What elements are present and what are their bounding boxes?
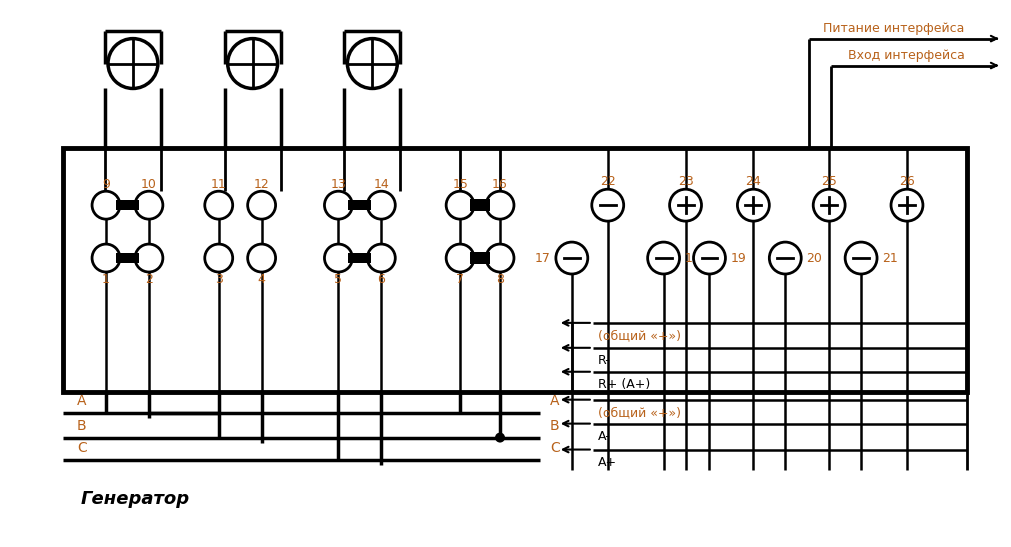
Circle shape: [555, 242, 587, 274]
Text: 8: 8: [495, 274, 503, 287]
Text: 5: 5: [334, 274, 342, 287]
Circle shape: [347, 39, 397, 89]
Circle shape: [92, 244, 120, 272]
Circle shape: [248, 191, 275, 219]
Text: 7: 7: [456, 274, 464, 287]
Text: 15: 15: [452, 178, 468, 191]
Text: C: C: [549, 440, 559, 455]
Text: B: B: [549, 418, 559, 433]
Circle shape: [768, 242, 801, 274]
Text: 12: 12: [254, 178, 269, 191]
Text: Вход интерфейса: Вход интерфейса: [846, 49, 963, 62]
Text: 21: 21: [882, 252, 897, 265]
Circle shape: [92, 191, 120, 219]
Bar: [470, 252, 489, 264]
Bar: [116, 200, 139, 210]
Circle shape: [647, 242, 679, 274]
Text: C: C: [77, 440, 87, 455]
Circle shape: [446, 244, 473, 272]
Circle shape: [446, 191, 473, 219]
Text: 18: 18: [683, 252, 700, 265]
Circle shape: [204, 244, 233, 272]
Text: (общий «+»): (общий «+»): [598, 406, 680, 419]
Circle shape: [325, 244, 352, 272]
Circle shape: [367, 191, 395, 219]
Text: 9: 9: [102, 178, 110, 191]
Text: (общий «+»): (общий «+»): [598, 329, 680, 342]
Text: 26: 26: [898, 174, 914, 188]
Text: 23: 23: [677, 174, 693, 188]
Text: 25: 25: [821, 174, 836, 188]
Circle shape: [813, 189, 844, 221]
Circle shape: [134, 191, 163, 219]
Bar: [348, 200, 371, 210]
Bar: [63, 148, 966, 392]
Circle shape: [227, 39, 277, 89]
Circle shape: [248, 244, 275, 272]
Circle shape: [737, 189, 768, 221]
Circle shape: [108, 39, 158, 89]
Text: 22: 22: [600, 174, 615, 188]
Text: 2: 2: [145, 274, 153, 287]
Text: A: A: [549, 394, 559, 408]
Text: 14: 14: [373, 178, 389, 191]
Text: A+: A+: [598, 456, 617, 469]
Circle shape: [844, 242, 877, 274]
Circle shape: [367, 244, 395, 272]
Circle shape: [591, 189, 623, 221]
Text: Питание интерфейса: Питание интерфейса: [823, 22, 963, 35]
Circle shape: [693, 242, 725, 274]
Text: R+ (A+): R+ (A+): [598, 378, 649, 391]
Text: A-: A-: [598, 430, 610, 443]
Circle shape: [485, 191, 514, 219]
Text: R-: R-: [598, 354, 610, 367]
Bar: [348, 253, 371, 263]
Text: 24: 24: [745, 174, 760, 188]
Text: 19: 19: [730, 252, 745, 265]
Text: 4: 4: [258, 274, 265, 287]
Text: B: B: [77, 418, 87, 433]
Text: 13: 13: [331, 178, 346, 191]
Bar: [116, 253, 139, 263]
Text: 6: 6: [377, 274, 385, 287]
Text: Генератор: Генератор: [81, 491, 190, 508]
Text: 16: 16: [491, 178, 508, 191]
Text: 20: 20: [806, 252, 821, 265]
Circle shape: [669, 189, 701, 221]
Text: A: A: [77, 394, 87, 408]
Circle shape: [204, 191, 233, 219]
Circle shape: [890, 189, 922, 221]
Text: 11: 11: [210, 178, 226, 191]
Text: 1: 1: [102, 274, 110, 287]
Text: 3: 3: [214, 274, 222, 287]
Text: 10: 10: [141, 178, 157, 191]
Bar: [470, 199, 489, 211]
Circle shape: [485, 244, 514, 272]
Circle shape: [325, 191, 352, 219]
Circle shape: [134, 244, 163, 272]
Text: 17: 17: [535, 252, 550, 265]
Circle shape: [494, 433, 504, 443]
